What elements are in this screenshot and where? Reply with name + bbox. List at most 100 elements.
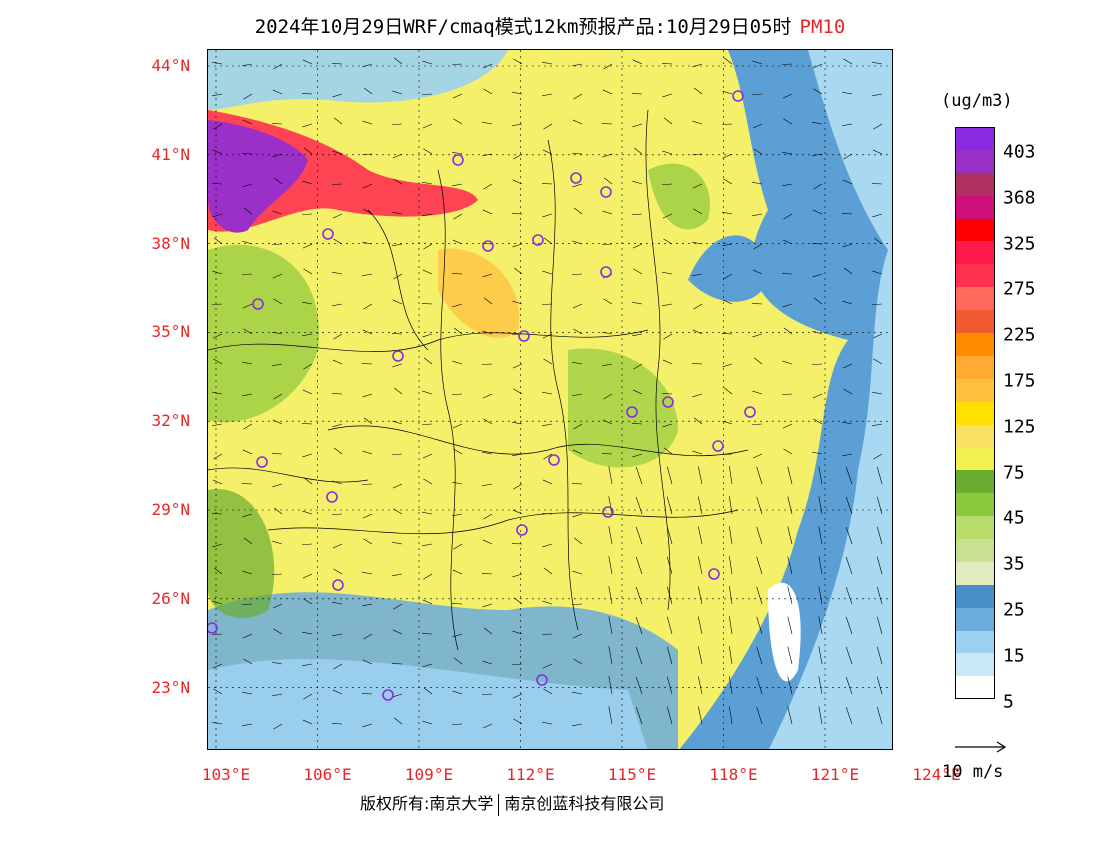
wind-vector bbox=[513, 718, 523, 725]
wind-vector bbox=[876, 646, 883, 665]
reference-vector-label: 10 m/s bbox=[942, 762, 1004, 782]
green-zone-southwest bbox=[208, 489, 275, 619]
wind-vector bbox=[483, 88, 493, 95]
wind-vector bbox=[212, 270, 223, 275]
wind-vector bbox=[422, 181, 433, 185]
wind-vector bbox=[452, 151, 463, 155]
wind-vector bbox=[451, 273, 463, 275]
wind-vector bbox=[729, 526, 733, 545]
wind-vector bbox=[608, 706, 613, 725]
wind-vector bbox=[845, 556, 853, 575]
monitoring-station-marker bbox=[600, 266, 612, 278]
wind-vector bbox=[212, 61, 223, 65]
lat-label: 35°N bbox=[151, 322, 190, 342]
lat-label: 26°N bbox=[151, 588, 190, 608]
wind-vector bbox=[483, 513, 493, 520]
wind-vector bbox=[422, 453, 433, 459]
wind-vector bbox=[482, 393, 493, 399]
wind-vector bbox=[362, 273, 373, 277]
wind-vector bbox=[513, 267, 523, 275]
wind-vector bbox=[392, 483, 403, 489]
wind-vector bbox=[303, 147, 313, 155]
wind-vector bbox=[271, 453, 283, 455]
wind-vector bbox=[273, 63, 283, 70]
wind-vector bbox=[781, 273, 793, 275]
wind-vector bbox=[662, 423, 673, 428]
wind-vector bbox=[511, 213, 523, 215]
wind-vector bbox=[361, 363, 373, 365]
wind-vector bbox=[482, 121, 493, 125]
wind-vector bbox=[876, 556, 883, 575]
pollutant-label: PM10 bbox=[799, 16, 846, 38]
wind-vector bbox=[242, 633, 253, 639]
lon-label: 115°E bbox=[607, 765, 657, 784]
wind-vector bbox=[572, 273, 583, 275]
wind-vector bbox=[332, 423, 343, 428]
wind-vector bbox=[666, 676, 673, 695]
wind-vector bbox=[513, 388, 523, 395]
wind-vector bbox=[362, 659, 373, 665]
wind-vector bbox=[332, 633, 343, 637]
wind-vector bbox=[482, 209, 493, 215]
wind-vector bbox=[211, 513, 223, 515]
wind-vector bbox=[243, 93, 253, 100]
wind-vector bbox=[872, 93, 883, 97]
wind-vector bbox=[422, 511, 433, 515]
monitoring-station-marker bbox=[332, 579, 344, 591]
wind-vector bbox=[752, 390, 763, 395]
wind-vector bbox=[697, 466, 703, 485]
wind-vector bbox=[697, 526, 703, 545]
wind-vector bbox=[362, 513, 373, 519]
wind-vector bbox=[729, 616, 733, 635]
wind-vector bbox=[661, 393, 673, 395]
wind-vector bbox=[635, 586, 643, 605]
wind-vector bbox=[662, 93, 673, 98]
wind-vector bbox=[452, 690, 463, 695]
wind-vector bbox=[272, 603, 283, 609]
wind-vector bbox=[543, 453, 553, 460]
wind-vector bbox=[845, 586, 853, 605]
wind-vector bbox=[635, 646, 643, 665]
wind-vector bbox=[513, 597, 523, 605]
wind-vector bbox=[212, 423, 223, 427]
wind-vector bbox=[602, 210, 613, 215]
wind-vector bbox=[729, 586, 733, 605]
wind-vector bbox=[872, 149, 883, 155]
wind-vector bbox=[242, 119, 253, 125]
wind-vector bbox=[542, 333, 553, 339]
map-panel[interactable] bbox=[207, 49, 893, 750]
wind-vector bbox=[782, 239, 793, 245]
monitoring-station-marker bbox=[518, 330, 530, 342]
wind-vector bbox=[482, 451, 493, 455]
colorbar-tick-label: 75 bbox=[1003, 462, 1025, 484]
wind-vector bbox=[481, 573, 493, 575]
wind-vector bbox=[842, 333, 853, 335]
wind-vector bbox=[482, 363, 493, 365]
wind-vector bbox=[632, 59, 643, 65]
wind-vector bbox=[818, 616, 823, 635]
wind-vector bbox=[212, 149, 223, 155]
wind-vector bbox=[572, 723, 583, 727]
wind-vector bbox=[813, 183, 823, 190]
wind-vector bbox=[542, 543, 553, 548]
province-boundary bbox=[208, 467, 369, 483]
wind-vector bbox=[271, 123, 283, 125]
wind-vector bbox=[242, 723, 253, 727]
wind-vector bbox=[452, 513, 463, 517]
wind-vector bbox=[542, 479, 553, 485]
wind-vector bbox=[635, 496, 643, 515]
wind-vector bbox=[542, 149, 553, 155]
colorbar-segment bbox=[955, 424, 995, 448]
wind-vector bbox=[752, 423, 763, 425]
wind-vector bbox=[572, 393, 583, 397]
wind-vector bbox=[723, 178, 733, 185]
wind-vector bbox=[243, 658, 253, 665]
wind-vector bbox=[873, 358, 883, 365]
wind-vector bbox=[573, 207, 583, 215]
colorbar-segment bbox=[955, 401, 995, 425]
monitoring-station-marker bbox=[322, 228, 334, 240]
wind-vector bbox=[392, 453, 403, 455]
wind-vector bbox=[572, 361, 583, 365]
wind-vector bbox=[362, 483, 373, 485]
copyright-footer: 版权所有:南京大学 南京创蓝科技有限公司 bbox=[360, 790, 664, 816]
